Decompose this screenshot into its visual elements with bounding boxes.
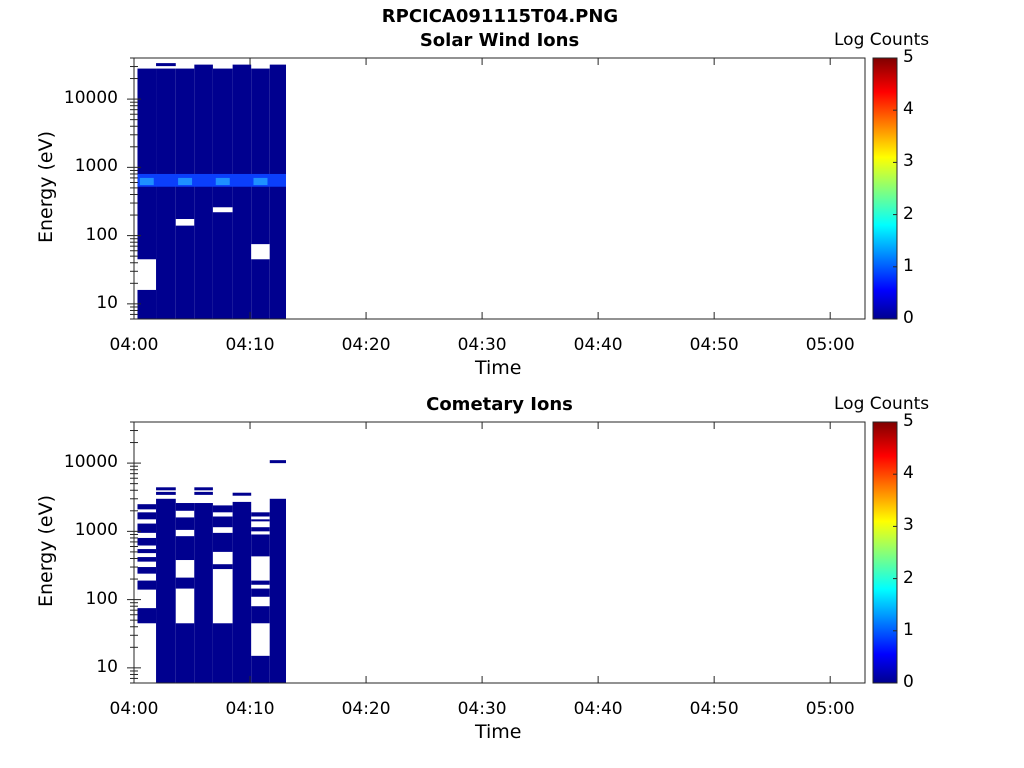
colorbar-tick-label: 3 <box>903 515 914 536</box>
x-tick-label: 04:50 <box>689 335 739 355</box>
data-gap <box>137 519 157 524</box>
heatmap-cell <box>137 68 157 319</box>
y-tick-label: 10 <box>96 656 118 677</box>
heatmap-cell <box>156 63 176 67</box>
heatmap-cell <box>156 498 176 683</box>
plot-frame <box>133 57 866 320</box>
data-gap <box>175 588 195 624</box>
band-peak <box>215 177 230 186</box>
data-gap <box>137 259 157 290</box>
colorbar <box>872 57 898 320</box>
heatmap-cell <box>194 487 213 491</box>
panel-2-title: Cometary Ions <box>426 394 573 415</box>
heatmap-cell <box>156 68 176 319</box>
data-gap <box>251 556 270 581</box>
colorbar-tick-label: 3 <box>903 151 914 172</box>
data-gap <box>251 623 270 656</box>
data-gap <box>251 521 270 528</box>
data-gap <box>137 545 157 550</box>
x-tick-label: 05:00 <box>805 699 855 719</box>
heatmap-cell <box>232 64 252 320</box>
heatmap-cell <box>194 503 213 683</box>
x-tick-label: 04:00 <box>109 699 159 719</box>
plot-frame <box>133 421 866 684</box>
colorbar-tick-label: 0 <box>903 672 914 692</box>
y-tick-label: 1000 <box>74 520 118 541</box>
panel-1-title: Solar Wind Ions <box>419 30 580 51</box>
panel-1-xlabel: Time <box>475 357 522 379</box>
y-tick-label: 100 <box>85 588 118 609</box>
y-tick-label: 1000 <box>74 156 118 177</box>
colorbar <box>872 421 898 684</box>
data-gap <box>251 531 270 535</box>
heatmap-cell <box>232 492 252 496</box>
heatmap-cell <box>194 491 213 495</box>
data-gap <box>175 529 195 537</box>
x-tick-label: 04:30 <box>457 699 507 719</box>
x-tick-label: 04:40 <box>573 699 623 719</box>
x-tick-label: 05:00 <box>805 335 855 355</box>
heatmap-cell <box>269 498 287 683</box>
panel-2-xlabel: Time <box>475 721 522 743</box>
heatmap-cell <box>251 68 270 319</box>
y-tick-label: 100 <box>85 224 118 245</box>
data-gap <box>251 584 270 589</box>
x-tick-label: 04:20 <box>341 699 391 719</box>
colorbar-2-label: Log Counts <box>834 394 930 414</box>
data-gap <box>137 553 157 558</box>
x-tick-label: 04:50 <box>689 699 739 719</box>
band-peak <box>139 177 154 186</box>
colorbar-tick-label: 4 <box>903 463 914 484</box>
colorbar-tick-label: 0 <box>903 308 914 328</box>
heatmap-cell <box>269 64 287 320</box>
colorbar-tick-label: 5 <box>903 47 914 67</box>
heatmap-cell <box>175 68 195 319</box>
data-gap <box>137 532 157 538</box>
colorbar-tick-label: 4 <box>903 99 914 120</box>
y-tick-label: 10000 <box>63 452 118 473</box>
data-gap <box>137 509 157 513</box>
x-tick-label: 04:40 <box>573 335 623 355</box>
colorbar-tick-label: 2 <box>903 567 914 588</box>
data-gap <box>251 516 270 520</box>
data-gap <box>137 589 157 609</box>
colorbar-tick-label: 1 <box>903 619 914 640</box>
colorbar-tick-label: 2 <box>903 203 914 224</box>
data-gap <box>212 551 233 565</box>
data-gap <box>137 561 157 568</box>
data-gap <box>175 560 195 578</box>
x-tick-label: 04:20 <box>341 335 391 355</box>
colorbar-tick-label: 5 <box>903 411 914 431</box>
x-tick-label: 04:10 <box>225 699 275 719</box>
figure-title: RPCICA091115T04.PNG <box>381 6 619 27</box>
heatmap-cell <box>212 68 233 319</box>
data-gap <box>175 510 195 518</box>
data-gap <box>175 219 195 226</box>
data-gap <box>212 512 233 517</box>
y-tick-label: 10 <box>96 292 118 313</box>
data-gap <box>251 596 270 607</box>
x-tick-label: 04:10 <box>225 335 275 355</box>
x-tick-label: 04:00 <box>109 335 159 355</box>
data-gap <box>212 527 233 533</box>
heatmap-cell <box>269 460 287 464</box>
colorbar-1-label: Log Counts <box>834 30 930 50</box>
colorbar-tick-label: 1 <box>903 255 914 276</box>
data-gap <box>212 207 233 213</box>
x-tick-label: 04:30 <box>457 335 507 355</box>
y-tick-label: 10000 <box>63 88 118 109</box>
data-gap <box>251 244 270 260</box>
data-gap <box>212 569 233 624</box>
band-peak <box>253 177 268 186</box>
band-peak <box>178 177 193 186</box>
enhanced-band <box>137 173 287 187</box>
data-gap <box>137 573 157 581</box>
heatmap-cell <box>232 501 252 683</box>
heatmap-cell <box>156 491 176 495</box>
heatmap-cell <box>156 487 176 491</box>
heatmap-cell <box>194 64 213 320</box>
